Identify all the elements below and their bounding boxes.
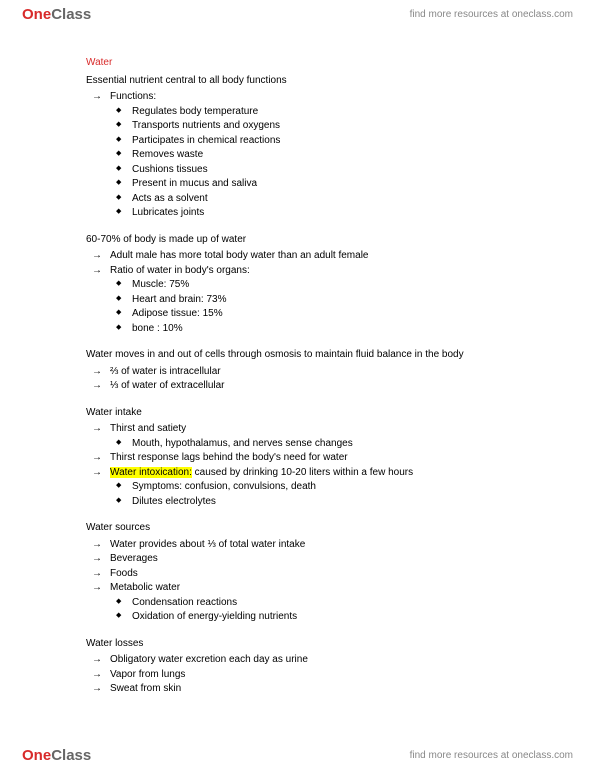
logo-part-one: One [22,6,51,23]
function-item: Regulates body temperature [132,105,535,120]
intake-point: Thirst and satiety [110,422,535,437]
intake-point-intoxication: Water intoxication: caused by drinking 1… [110,466,535,481]
intoxication-rest: caused by drinking 10-20 liters within a… [192,467,413,478]
section-title-water: Water [86,56,535,71]
function-item: Acts as a solvent [132,192,535,207]
essential-nutrient-lead: Essential nutrient central to all body f… [86,74,535,89]
loss-point: Sweat from skin [110,682,535,697]
intoxication-subpoint: Symptoms: confusion, convulsions, death [132,480,535,495]
source-point: Foods [110,567,535,582]
body-water-pct-lead: 60-70% of body is made up of water [86,233,535,248]
body-water-point: Adult male has more total body water tha… [110,249,535,264]
source-point: Beverages [110,552,535,567]
organ-ratio-item: Adipose tissue: 15% [132,307,535,322]
intoxication-subpoint: Dilutes electrolytes [132,495,535,510]
osmosis-lead: Water moves in and out of cells through … [86,348,535,363]
function-item: Participates in chemical reactions [132,134,535,149]
metabolic-subpoint: Condensation reactions [132,596,535,611]
function-item: Present in mucus and saliva [132,177,535,192]
loss-point: Vapor from lungs [110,668,535,683]
water-sources-lead: Water sources [86,521,535,536]
logo-part-class: Class [51,747,91,764]
water-losses-lead: Water losses [86,637,535,652]
highlight-water-intoxication: Water intoxication: [110,467,192,478]
water-intake-lead: Water intake [86,406,535,421]
metabolic-subpoint: Oxidation of energy-yielding nutrients [132,610,535,625]
loss-point: Obligatory water excretion each day as u… [110,653,535,668]
body-water-point: Ratio of water in body's organs: [110,264,535,279]
function-item: Transports nutrients and oxygens [132,119,535,134]
brand-logo-footer: OneClass [22,747,91,764]
organ-ratio-item: Muscle: 75% [132,278,535,293]
osmosis-point: ⅓ of water of extracellular [110,379,535,394]
intake-point: Thirst response lags behind the body's n… [110,451,535,466]
function-item: Cushions tissues [132,163,535,178]
page-footer: OneClass find more resources at oneclass… [0,741,595,770]
header-link[interactable]: find more resources at oneclass.com [410,9,573,20]
functions-label: Functions: [110,90,535,105]
document-body: Water Essential nutrient central to all … [86,56,535,697]
page-header: OneClass find more resources at oneclass… [0,0,595,29]
logo-part-class: Class [51,6,91,23]
organ-ratio-item: bone : 10% [132,322,535,337]
logo-part-one: One [22,747,51,764]
function-item: Lubricates joints [132,206,535,221]
brand-logo: OneClass [22,6,91,23]
function-item: Removes waste [132,148,535,163]
source-point: Water provides about ⅓ of total water in… [110,538,535,553]
osmosis-point: ⅔ of water is intracellular [110,365,535,380]
organ-ratio-item: Heart and brain: 73% [132,293,535,308]
intake-subpoint: Mouth, hypothalamus, and nerves sense ch… [132,437,535,452]
source-point: Metabolic water [110,581,535,596]
footer-link[interactable]: find more resources at oneclass.com [410,750,573,761]
